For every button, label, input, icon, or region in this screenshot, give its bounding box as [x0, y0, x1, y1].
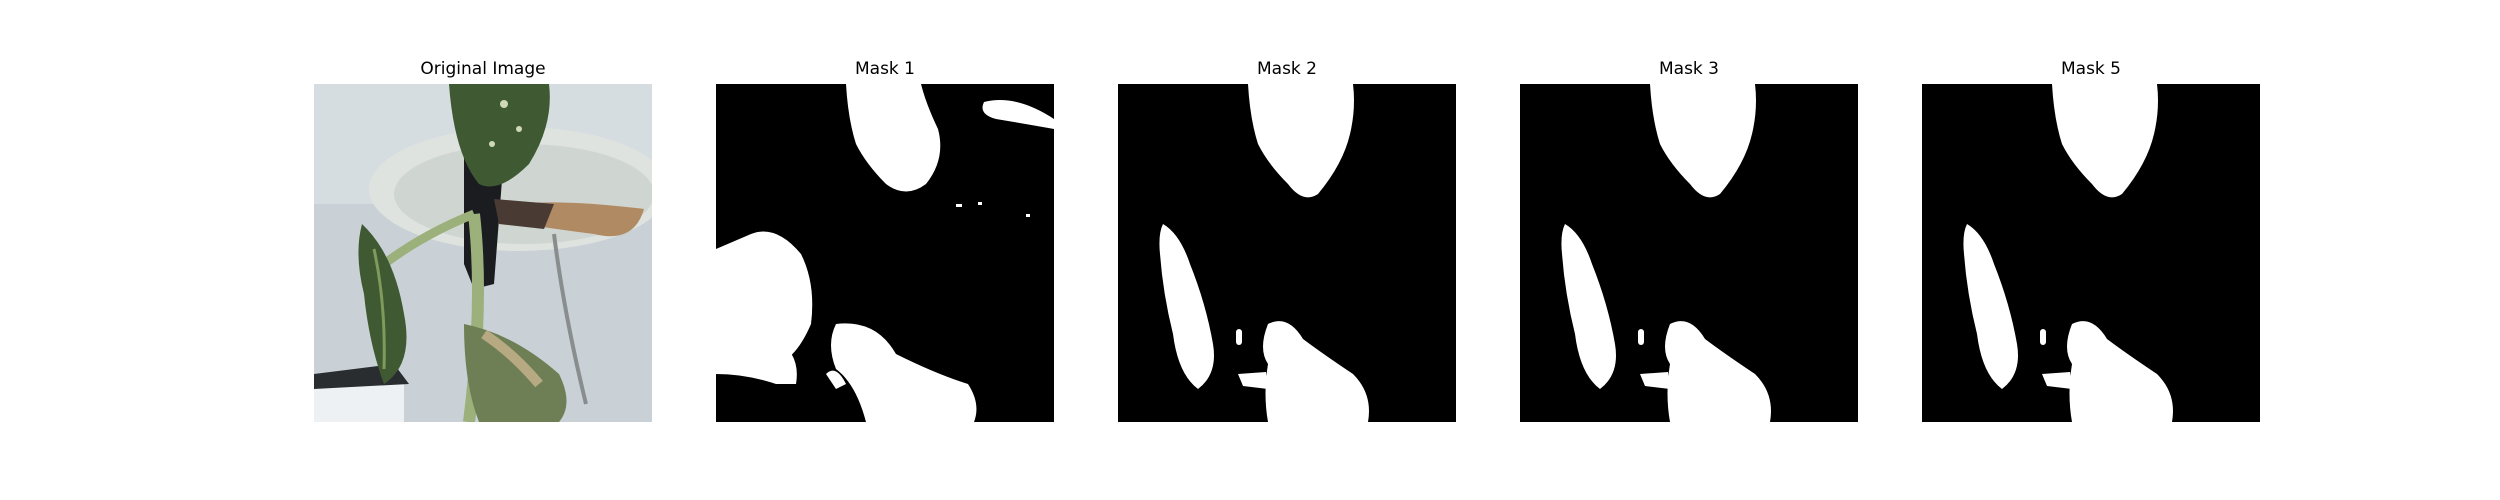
panel-title: Mask 1 [854, 59, 915, 79]
panel-title: Original Image [420, 59, 546, 79]
mask-3-image [1520, 84, 1858, 422]
panel-title: Mask 5 [2060, 59, 2121, 79]
panel-mask-5: Mask 5 [1922, 0, 2260, 430]
mask-5-image [1922, 84, 2260, 422]
mask-1-image [716, 84, 1054, 422]
panel-original-image: Original Image [314, 0, 652, 430]
panel-mask-1: Mask 1 [716, 0, 1054, 430]
original-image [314, 84, 652, 422]
panel-title: Mask 2 [1256, 59, 1317, 79]
panel-mask-2: Mask 2 [1118, 0, 1456, 430]
panel-title: Mask 3 [1658, 59, 1719, 79]
panel-mask-3: Mask 3 [1520, 0, 1858, 430]
mask-2-image [1118, 84, 1456, 422]
